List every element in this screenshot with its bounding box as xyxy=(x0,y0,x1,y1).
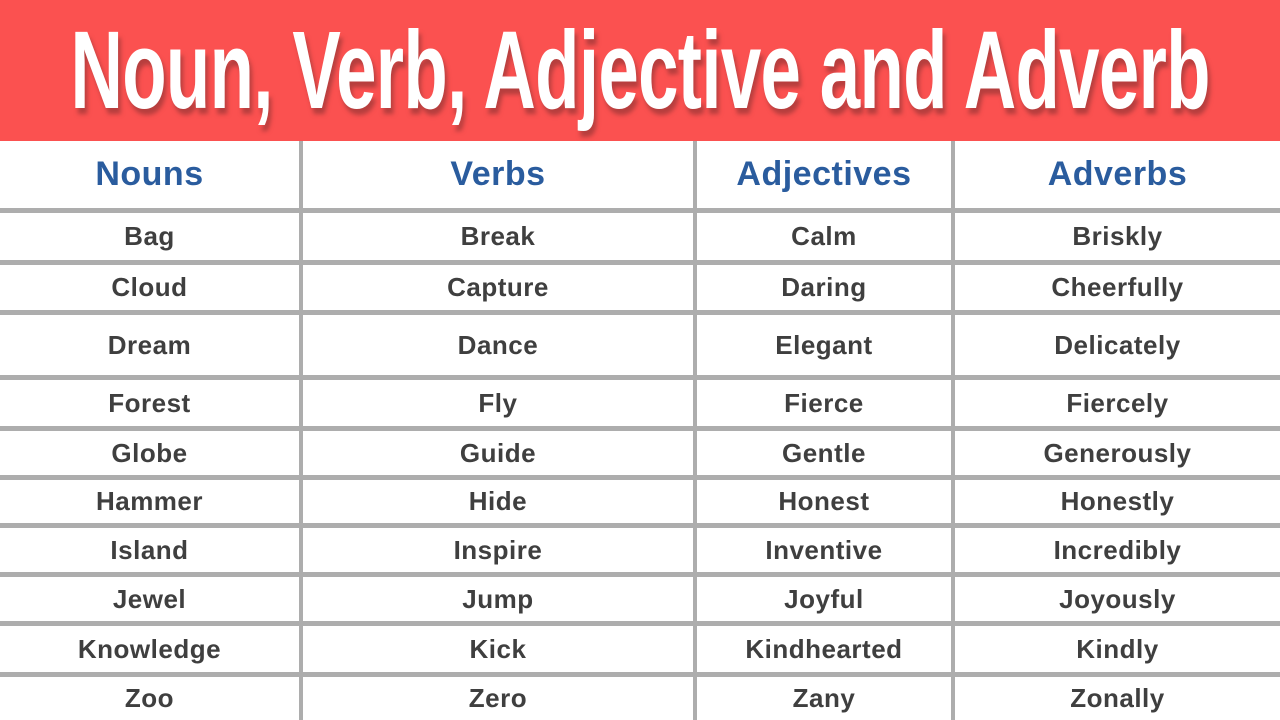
adjective-cell: Inventive xyxy=(697,528,955,572)
verb-cell: Break xyxy=(303,213,697,260)
adverb-cell: Honestly xyxy=(1060,486,1175,516)
column-header-adverbs: Adverbs xyxy=(1047,155,1188,193)
noun-cell: Cloud xyxy=(0,265,303,310)
verb-cell: Dance xyxy=(303,315,697,375)
adjective-cell: Joyful xyxy=(697,577,955,621)
noun-cell: Jewel xyxy=(0,577,303,621)
adverb-cell: Joyously xyxy=(1059,583,1176,614)
table-row: Knowledge Kick Kindhearted Kindly xyxy=(0,621,1280,672)
table-row: Island Inspire Inventive Incredibly xyxy=(0,523,1280,572)
verb-cell: Fly xyxy=(303,380,697,426)
column-header-verbs: Verbs xyxy=(303,141,697,208)
table-row: Globe Guide Gentle Generously xyxy=(0,426,1280,475)
verb-cell: Inspire xyxy=(303,528,697,572)
verb-cell: Zero xyxy=(303,677,697,720)
adjective-cell: Calm xyxy=(697,213,955,260)
adverb-cell: Fiercely xyxy=(1066,387,1169,418)
adjective-cell: Daring xyxy=(697,265,955,310)
title-banner: Noun, Verb, Adjective and Adverb xyxy=(0,0,1280,141)
adverb-cell: Generously xyxy=(1043,437,1192,468)
adjective-cell: Fierce xyxy=(697,380,955,426)
adjective-cell: Gentle xyxy=(697,431,955,475)
verb-cell: Guide xyxy=(303,431,697,475)
adjective-cell: Kindhearted xyxy=(697,626,955,672)
noun-cell: Globe xyxy=(0,431,303,475)
verb-cell: Hide xyxy=(303,480,697,523)
adverb-cell: Incredibly xyxy=(1053,534,1182,565)
adjective-cell: Zany xyxy=(697,677,955,720)
noun-cell: Island xyxy=(0,528,303,572)
noun-cell: Zoo xyxy=(0,677,303,720)
table-row: Cloud Capture Daring Cheerfully xyxy=(0,260,1280,310)
table-row: Forest Fly Fierce Fiercely xyxy=(0,375,1280,426)
column-header-nouns: Nouns xyxy=(0,141,303,208)
table-row: Zoo Zero Zany Zonally xyxy=(0,672,1280,720)
table-row: Bag Break Calm Briskly xyxy=(0,208,1280,260)
adverb-cell: Cheerfully xyxy=(1051,272,1184,302)
adverb-cell: Kindly xyxy=(1076,633,1159,664)
verb-cell: Jump xyxy=(303,577,697,621)
table-row: Dream Dance Elegant Delicately xyxy=(0,310,1280,375)
noun-cell: Knowledge xyxy=(0,626,303,672)
noun-cell: Dream xyxy=(0,315,303,375)
adverb-cell: Delicately xyxy=(1054,329,1181,360)
column-header-adjectives: Adjectives xyxy=(697,141,955,208)
table-header-row: Nouns Verbs Adjectives Adverbs xyxy=(0,141,1280,208)
verb-cell: Capture xyxy=(303,265,697,310)
verb-cell: Kick xyxy=(303,626,697,672)
adverb-cell: Zonally xyxy=(1070,683,1165,713)
page-title: Noun, Verb, Adjective and Adverb xyxy=(70,8,1210,132)
parts-of-speech-table: Nouns Verbs Adjectives Adverbs Bag Break… xyxy=(0,141,1280,720)
noun-cell: Hammer xyxy=(0,480,303,523)
adjective-cell: Honest xyxy=(697,480,955,523)
table-row: Jewel Jump Joyful Joyously xyxy=(0,572,1280,621)
adverb-cell: Briskly xyxy=(1072,221,1163,251)
adjective-cell: Elegant xyxy=(697,315,955,375)
table-row: Hammer Hide Honest Honestly xyxy=(0,475,1280,523)
noun-cell: Bag xyxy=(0,213,303,260)
noun-cell: Forest xyxy=(0,380,303,426)
